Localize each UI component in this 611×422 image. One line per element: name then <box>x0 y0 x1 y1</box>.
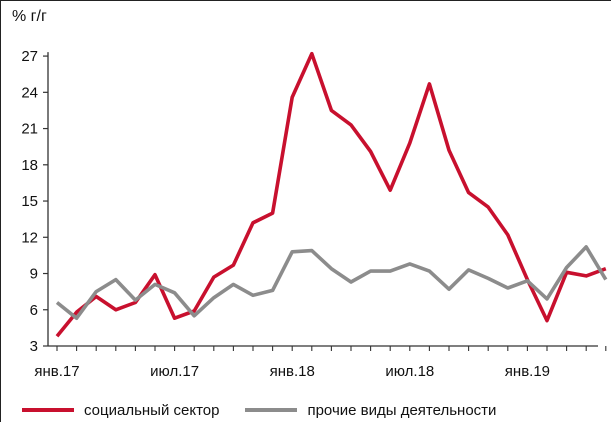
x-tick-label: янв.19 <box>505 363 550 380</box>
legend-swatch-other <box>245 408 298 412</box>
y-tick-label: 24 <box>21 84 38 101</box>
y-tick-label: 9 <box>30 266 38 283</box>
y-tick-label: 3 <box>30 338 38 355</box>
x-tick-label: июл.17 <box>150 363 199 380</box>
legend-item-social: социальный сектор <box>22 402 219 419</box>
y-tick-label: 12 <box>21 229 38 246</box>
series-line-other <box>55 245 608 321</box>
legend-item-other: прочие виды деятельности <box>245 402 496 419</box>
y-tick-label: 27 <box>21 48 38 65</box>
legend-label-other: прочие виды деятельности <box>307 401 497 419</box>
x-tick-label: янв.18 <box>270 363 315 380</box>
x-tick-label: янв.17 <box>34 363 79 380</box>
x-tick-label: июл.18 <box>385 363 434 380</box>
y-tick-label: 6 <box>30 302 38 319</box>
y-axis-label: % г/г <box>12 8 47 25</box>
series-line-social <box>55 51 607 338</box>
y-tick-label: 15 <box>21 193 38 210</box>
frame-left-border <box>0 0 1 422</box>
chart-legend: социальный сектор прочие виды деятельнос… <box>22 398 522 422</box>
frame-top-border <box>0 0 611 1</box>
line-chart: 3 6 9 12 15 18 21 24 27 янв.17 июл.17 янв.18 июл.18 я… <box>21 48 608 380</box>
y-tick-label: 18 <box>21 157 38 174</box>
y-tick-label: 21 <box>21 121 38 138</box>
legend-swatch-social <box>22 408 74 412</box>
legend-label-social: социальный сектор <box>84 401 220 419</box>
